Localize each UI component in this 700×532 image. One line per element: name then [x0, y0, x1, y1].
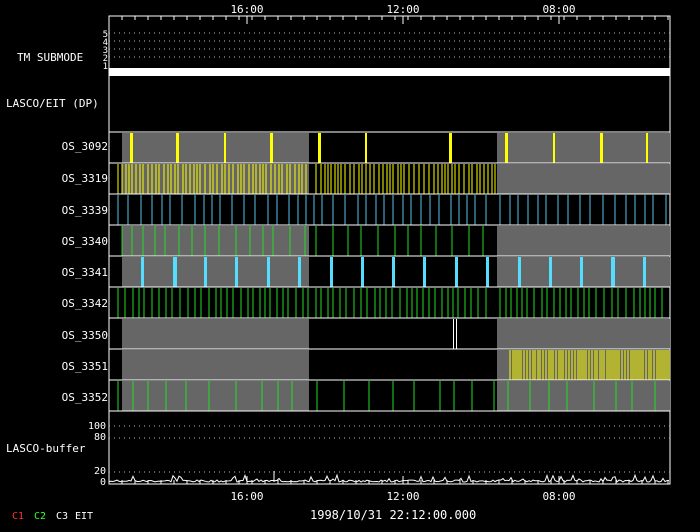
os-row-gray-band	[122, 133, 309, 163]
os-row-label-3319: OS_3319	[61, 172, 108, 185]
os-row-gray-band	[497, 133, 670, 163]
submode-level-4: 4	[102, 38, 108, 48]
os-row-mark	[270, 133, 273, 163]
os-row-mark	[267, 257, 270, 287]
os-row-mark	[204, 257, 207, 287]
legend-eit: EIT	[75, 511, 94, 522]
submode-level-2: 2	[102, 54, 108, 64]
os-row-gray-band	[497, 257, 670, 287]
os-row-mark	[130, 133, 133, 163]
submode-level-3: 3	[102, 46, 108, 56]
os-row-gray-band	[497, 381, 670, 411]
os-row-mark	[518, 257, 521, 287]
os-row-mark	[600, 133, 603, 163]
os-row-label-3340: OS_3340	[61, 235, 108, 248]
os-row-mark	[611, 257, 615, 287]
os-row-mark	[553, 133, 555, 163]
submode-level-1: 1	[102, 62, 108, 72]
os-row-gray-band	[497, 319, 670, 349]
os-row-mark	[224, 133, 226, 163]
os-row-mark	[486, 257, 489, 287]
os-row-gray-band	[122, 226, 309, 256]
os-row-mark	[643, 257, 646, 287]
os-row-gray-band	[122, 381, 309, 411]
os-row-mark	[423, 257, 426, 287]
buffer-tick-80: 80	[93, 432, 106, 443]
os-row-mark	[176, 133, 179, 163]
os-row-mark	[173, 257, 177, 287]
os-row-mark	[646, 133, 648, 163]
legend-c2: C2	[34, 511, 47, 522]
lasco-eit-dp-label: LASCO/EIT (DP)	[6, 97, 99, 110]
os-row-mark	[235, 257, 238, 287]
tm-submode-label: TM SUBMODE	[17, 51, 84, 64]
legend-c3: C3	[56, 511, 69, 522]
os-row-mark	[330, 257, 333, 287]
legend-c1: C1	[12, 511, 25, 522]
os-row-mark	[549, 257, 552, 287]
top-tick-12: 12:00	[386, 3, 420, 16]
os-row-mark	[580, 257, 583, 287]
os-row-label-3351: OS_3351	[61, 360, 108, 373]
bottom-tick-16: 16:00	[230, 490, 264, 503]
os-row-mark	[456, 319, 457, 349]
buffer-tick-20: 20	[93, 466, 106, 477]
os-row-gray-band	[122, 319, 309, 349]
buffer-trace	[108, 473, 670, 483]
os-row-label-3339: OS_3339	[61, 204, 108, 217]
os-row-label-3341: OS_3341	[61, 266, 108, 279]
buffer-tick-100: 100	[87, 421, 106, 432]
lasco-buffer-label: LASCO-buffer	[6, 442, 86, 455]
os-row-gray-band	[122, 257, 309, 287]
os-row-gray-band	[497, 164, 670, 194]
os-row-mark	[141, 257, 144, 287]
bottom-tick-12: 12:00	[386, 490, 420, 503]
os-row-label-3350: OS_3350	[61, 329, 108, 342]
timestamp: 1998/10/31 22:12:00.000	[310, 508, 477, 522]
os-row-mark	[365, 133, 367, 163]
os-row-mark	[392, 257, 395, 287]
os-row-gray-band	[122, 164, 309, 194]
os-row-mark	[453, 319, 454, 349]
os-row-mark	[505, 133, 508, 163]
os-row-mark	[455, 257, 458, 287]
bottom-tick-08: 08:00	[542, 490, 576, 503]
os-row-gray-band	[497, 226, 670, 256]
os-row-mark	[318, 133, 321, 163]
os-row-mark	[298, 257, 301, 287]
buffer-tick-0: 0	[99, 477, 106, 488]
submode-level-bar	[109, 68, 670, 76]
os-row-mark	[361, 257, 364, 287]
top-tick-08: 08:00	[542, 3, 576, 16]
os-row-gray-band	[122, 350, 309, 380]
os-row-label-3342: OS_3342	[61, 297, 108, 310]
os-row-label-3092: OS_3092	[61, 140, 108, 153]
os-row-mark	[449, 133, 452, 163]
os-row-label-3352: OS_3352	[61, 391, 108, 404]
top-tick-16: 16:00	[230, 3, 264, 16]
submode-level-5: 5	[102, 30, 108, 40]
